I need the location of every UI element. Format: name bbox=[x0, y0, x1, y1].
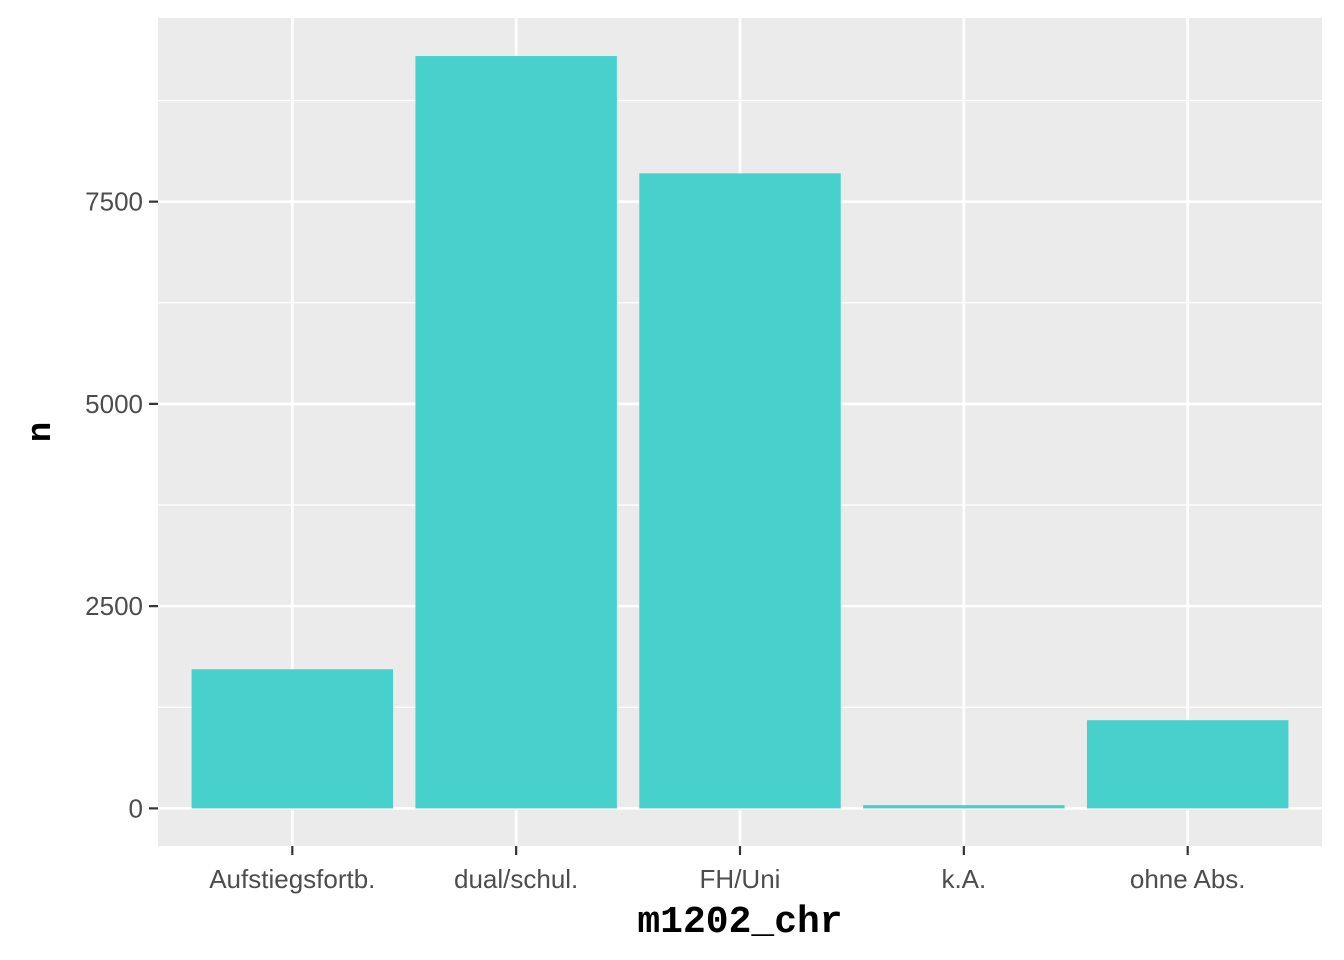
x-tick-label: ohne Abs. bbox=[1130, 864, 1246, 894]
bars bbox=[191, 56, 1289, 809]
x-tick-label: FH/Uni bbox=[700, 864, 781, 894]
y-tick-label: 0 bbox=[129, 793, 143, 823]
bar bbox=[415, 56, 617, 809]
y-tick-label: 7500 bbox=[85, 187, 143, 217]
bar bbox=[191, 669, 394, 809]
x-tick-label: dual/schul. bbox=[454, 864, 578, 894]
y-tick-label: 2500 bbox=[85, 591, 143, 621]
y-axis-ticks: 0 2500 5000 7500 bbox=[85, 187, 158, 823]
x-axis-title: m1202_chr bbox=[637, 901, 842, 944]
bar bbox=[639, 173, 841, 809]
y-tick-label: 5000 bbox=[85, 389, 143, 419]
y-axis-title: n bbox=[23, 422, 61, 442]
bar bbox=[863, 805, 1065, 809]
x-tick-label: Aufstiegsfortb. bbox=[209, 864, 375, 894]
x-tick-label: k.A. bbox=[941, 864, 986, 894]
x-axis-ticks: Aufstiegsfortb. dual/schul. FH/Uni k.A. ohne… bbox=[209, 846, 1246, 894]
bar bbox=[1086, 720, 1289, 809]
